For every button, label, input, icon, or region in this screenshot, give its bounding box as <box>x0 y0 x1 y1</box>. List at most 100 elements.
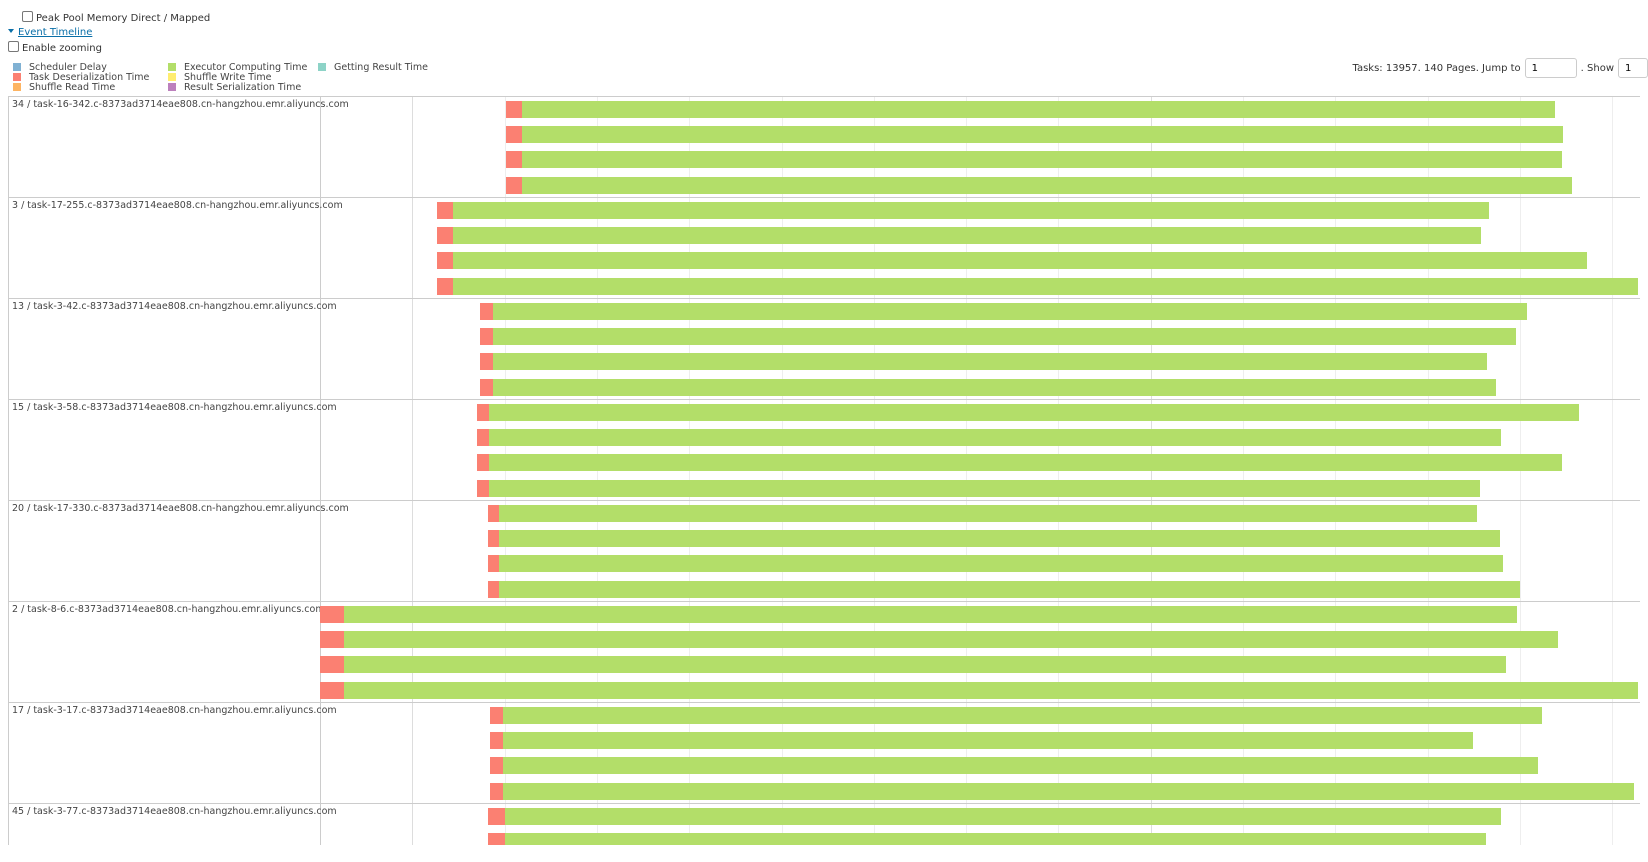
executor-label: 45 / task-3-77.c-8373ad3714eae808.cn-han… <box>12 806 337 817</box>
executor-computing-segment[interactable] <box>522 101 1555 118</box>
task-deserialization-segment[interactable] <box>479 303 493 320</box>
executor-computing-segment[interactable] <box>343 681 1639 699</box>
executor-label-column <box>9 97 321 845</box>
legend-swatch <box>168 73 176 81</box>
checkbox-icon[interactable] <box>22 11 33 22</box>
executor-computing-segment[interactable] <box>504 833 1486 845</box>
task-deserialization-segment[interactable] <box>487 833 505 845</box>
task-count-text: Tasks: 13957. 140 Pages. Jump to <box>1352 62 1521 74</box>
legend-label: Getting Result Time <box>334 62 428 73</box>
executor-computing-segment[interactable] <box>492 328 1517 346</box>
task-deserialization-segment[interactable] <box>476 454 489 472</box>
legend-swatch <box>13 63 21 71</box>
executor-label: 3 / task-17-255.c-8373ad3714eae808.cn-ha… <box>12 200 343 211</box>
task-deserialization-segment[interactable] <box>487 580 500 598</box>
jump-to-page-input[interactable] <box>1524 58 1577 78</box>
executor-label: 34 / task-16-342.c-8373ad3714eae808.cn-h… <box>12 99 349 110</box>
checkbox-icon[interactable] <box>8 41 19 52</box>
executor-computing-segment[interactable] <box>452 202 1490 219</box>
executor-computing-segment[interactable] <box>499 555 1504 573</box>
executor-computing-segment[interactable] <box>492 353 1487 371</box>
enable-zooming-checkbox[interactable]: Enable zooming <box>8 41 102 54</box>
executor-group: 13 / task-3-42.c-8373ad3714eae808.cn-han… <box>9 299 1640 400</box>
executor-computing-segment[interactable] <box>499 580 1520 598</box>
task-pager: Tasks: 13957. 140 Pages. Jump to . Show <box>1353 58 1648 78</box>
task-deserialization-segment[interactable] <box>320 656 344 674</box>
task-deserialization-segment[interactable] <box>506 151 523 169</box>
task-deserialization-segment[interactable] <box>320 681 344 699</box>
event-timeline-chart[interactable]: 34 / task-16-342.c-8373ad3714eae808.cn-h… <box>8 96 1640 845</box>
executor-computing-segment[interactable] <box>502 732 1473 750</box>
executor-computing-segment[interactable] <box>522 176 1572 194</box>
legend-item: Task Deserialization Time <box>13 72 149 83</box>
executor-group: 20 / task-17-330.c-8373ad3714eae808.cn-h… <box>9 501 1640 602</box>
executor-computing-segment[interactable] <box>343 606 1518 623</box>
task-deserialization-segment[interactable] <box>489 732 503 750</box>
executor-computing-segment[interactable] <box>504 808 1502 825</box>
task-deserialization-segment[interactable] <box>487 555 500 573</box>
executor-computing-segment[interactable] <box>452 252 1588 270</box>
task-deserialization-segment[interactable] <box>479 328 493 346</box>
task-deserialization-segment[interactable] <box>437 202 453 219</box>
page-size-input[interactable] <box>1618 58 1648 78</box>
task-deserialization-segment[interactable] <box>479 353 493 371</box>
peak-pool-memory-checkbox[interactable]: Peak Pool Memory Direct / Mapped <box>22 11 210 24</box>
task-deserialization-segment[interactable] <box>506 126 523 144</box>
task-deserialization-segment[interactable] <box>476 404 489 421</box>
executor-computing-segment[interactable] <box>502 757 1539 775</box>
executor-computing-segment[interactable] <box>492 378 1496 396</box>
task-deserialization-segment[interactable] <box>489 757 503 775</box>
executor-computing-segment[interactable] <box>522 151 1563 169</box>
legend-swatch <box>13 83 21 91</box>
task-deserialization-segment[interactable] <box>437 277 453 295</box>
executor-computing-segment[interactable] <box>343 656 1507 674</box>
executor-computing-segment[interactable] <box>499 505 1478 522</box>
caret-down-icon <box>8 29 14 33</box>
legend-label: Result Serialization Time <box>184 82 302 93</box>
task-deserialization-segment[interactable] <box>320 606 344 623</box>
executor-group: 34 / task-16-342.c-8373ad3714eae808.cn-h… <box>9 97 1640 198</box>
executor-group: 3 / task-17-255.c-8373ad3714eae808.cn-ha… <box>9 198 1640 299</box>
legend-swatch <box>13 73 21 81</box>
legend-swatch <box>168 83 176 91</box>
executor-computing-segment[interactable] <box>488 429 1502 447</box>
event-timeline-link[interactable]: Event Timeline <box>18 27 93 38</box>
task-deserialization-segment[interactable] <box>487 530 500 548</box>
legend-item: Shuffle Read Time <box>13 82 115 93</box>
executor-group: 15 / task-3-58.c-8373ad3714eae808.cn-han… <box>9 400 1640 501</box>
task-deserialization-segment[interactable] <box>479 378 493 396</box>
task-deserialization-segment[interactable] <box>489 707 503 724</box>
executor-computing-segment[interactable] <box>488 479 1481 497</box>
executor-computing-segment[interactable] <box>343 631 1558 649</box>
executor-computing-segment[interactable] <box>492 303 1528 320</box>
executor-computing-segment[interactable] <box>488 454 1563 472</box>
executor-computing-segment[interactable] <box>488 404 1579 421</box>
task-deserialization-segment[interactable] <box>437 227 453 245</box>
task-deserialization-segment[interactable] <box>476 479 489 497</box>
task-deserialization-segment[interactable] <box>320 631 344 649</box>
gridline <box>412 97 414 845</box>
executor-computing-segment[interactable] <box>522 126 1564 144</box>
task-deserialization-segment[interactable] <box>437 252 453 270</box>
event-timeline-toggle[interactable]: Event Timeline <box>8 27 92 38</box>
executor-computing-segment[interactable] <box>502 707 1543 724</box>
task-deserialization-segment[interactable] <box>506 101 523 118</box>
task-deserialization-segment[interactable] <box>476 429 489 447</box>
executor-computing-segment[interactable] <box>499 530 1500 548</box>
legend-label: Scheduler Delay <box>29 62 107 73</box>
executor-computing-segment[interactable] <box>452 227 1482 245</box>
legend-item: Result Serialization Time <box>168 82 301 93</box>
task-deserialization-segment[interactable] <box>487 505 500 522</box>
legend-label: Shuffle Write Time <box>184 72 272 83</box>
executor-computing-segment[interactable] <box>502 782 1635 800</box>
executor-group: 2 / task-8-6.c-8373ad3714eae808.cn-hangz… <box>9 602 1640 703</box>
executor-computing-segment[interactable] <box>452 277 1639 295</box>
task-deserialization-segment[interactable] <box>489 782 503 800</box>
legend-item: Scheduler Delay <box>13 62 107 73</box>
enable-zooming-label: Enable zooming <box>22 43 102 54</box>
gridline <box>1612 97 1614 845</box>
legend-item: Getting Result Time <box>318 62 428 73</box>
task-deserialization-segment[interactable] <box>487 808 505 825</box>
task-deserialization-segment[interactable] <box>506 176 523 194</box>
executor-label: 2 / task-8-6.c-8373ad3714eae808.cn-hangz… <box>12 604 325 615</box>
